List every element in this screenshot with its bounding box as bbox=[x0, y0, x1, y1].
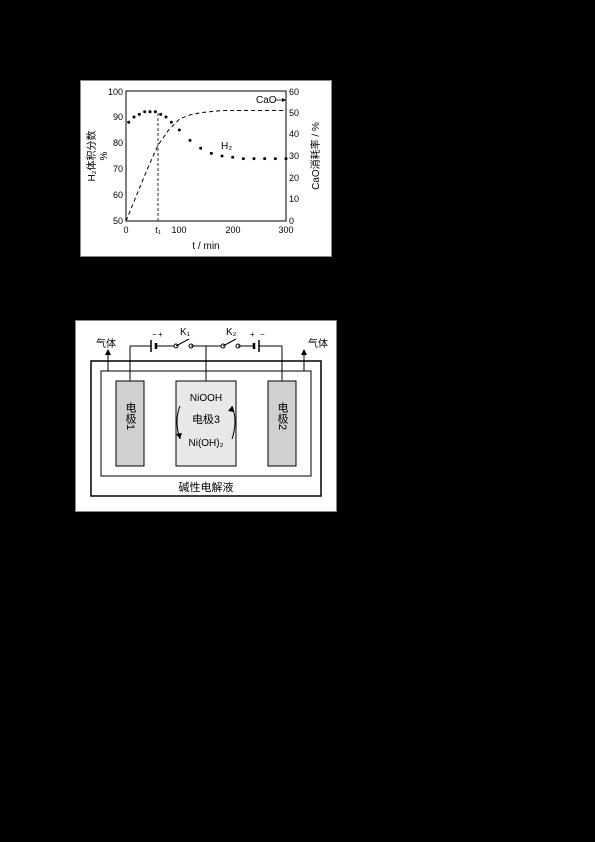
ytick-left-80: 80 bbox=[113, 138, 123, 148]
ytick-right-10: 10 bbox=[289, 194, 299, 204]
yticks-right: 0 10 20 30 40 50 60 bbox=[289, 87, 299, 226]
ytick-right-50: 50 bbox=[289, 108, 299, 118]
plot-area: 50 60 70 80 90 100 0 10 20 30 40 50 60 0… bbox=[85, 87, 322, 252]
ytick-left-90: 90 bbox=[113, 112, 123, 122]
chart1-svg: 50 60 70 80 90 100 0 10 20 30 40 50 60 0… bbox=[81, 81, 331, 256]
ytick-left-100: 100 bbox=[108, 87, 123, 97]
yticks-left: 50 60 70 80 90 100 bbox=[108, 87, 123, 226]
ylabel-right: CaO消耗率 / % bbox=[309, 122, 322, 190]
electrode-3-mid: 电极3 bbox=[192, 412, 220, 426]
ytick-left-70: 70 bbox=[113, 164, 123, 174]
xtick-300: 300 bbox=[278, 225, 293, 235]
cell-k1-minus: − bbox=[152, 330, 157, 339]
cell-k1-plus: + bbox=[158, 330, 163, 339]
solution-label: 碱性电解液 bbox=[179, 480, 234, 494]
electrode-1-label: 电极1 bbox=[124, 402, 137, 430]
xtick-100: 100 bbox=[171, 225, 186, 235]
electrode-2-label: 电极2 bbox=[276, 402, 289, 430]
h2-label: H₂ bbox=[221, 141, 232, 152]
series-cao bbox=[126, 111, 286, 222]
xtick-200: 200 bbox=[225, 225, 240, 235]
cell-k2-plus: + bbox=[250, 330, 255, 339]
ylabel-left-unit: % bbox=[99, 151, 110, 160]
ytick-right-20: 20 bbox=[289, 173, 299, 183]
cell-k2-minus: − bbox=[260, 330, 265, 339]
diagram-electrolysis: 电极1 NiOOH 电极3 Ni(OH)₂ 电极2 碱性电解液 − + K₁ bbox=[75, 320, 337, 512]
cao-arrow-head bbox=[282, 98, 286, 102]
xticks: 0 100 200 300 bbox=[123, 225, 293, 235]
electrode-3-bot: Ni(OH)₂ bbox=[189, 438, 224, 449]
switch-k1-label: K₁ bbox=[180, 327, 191, 338]
cao-arrow-label: CaO bbox=[256, 95, 277, 106]
ytick-left-50: 50 bbox=[113, 216, 123, 226]
series-h2 bbox=[127, 110, 287, 160]
switch-k1-arm bbox=[176, 339, 189, 346]
xtick-0: 0 bbox=[123, 225, 128, 235]
gas-arrow-right bbox=[301, 349, 307, 355]
chart-h2-cao: 50 60 70 80 90 100 0 10 20 30 40 50 60 0… bbox=[80, 80, 332, 257]
ytick-right-30: 30 bbox=[289, 151, 299, 161]
chart2-svg: 电极1 NiOOH 电极3 Ni(OH)₂ 电极2 碱性电解液 − + K₁ bbox=[76, 321, 336, 511]
t1-label: t₁ bbox=[155, 225, 161, 235]
gas-label-right: 气体 bbox=[308, 337, 328, 350]
ytick-right-40: 40 bbox=[289, 129, 299, 139]
xlabel: t / min bbox=[192, 241, 219, 252]
ylabel-left: H₂体积分数 bbox=[85, 130, 98, 181]
switch-k2-label: K₂ bbox=[226, 327, 237, 338]
gas-label-left: 气体 bbox=[96, 337, 116, 350]
switch-k2-arm bbox=[223, 339, 236, 346]
ytick-right-60: 60 bbox=[289, 87, 299, 97]
electrode-3-top: NiOOH bbox=[190, 393, 222, 404]
ytick-left-60: 60 bbox=[113, 190, 123, 200]
